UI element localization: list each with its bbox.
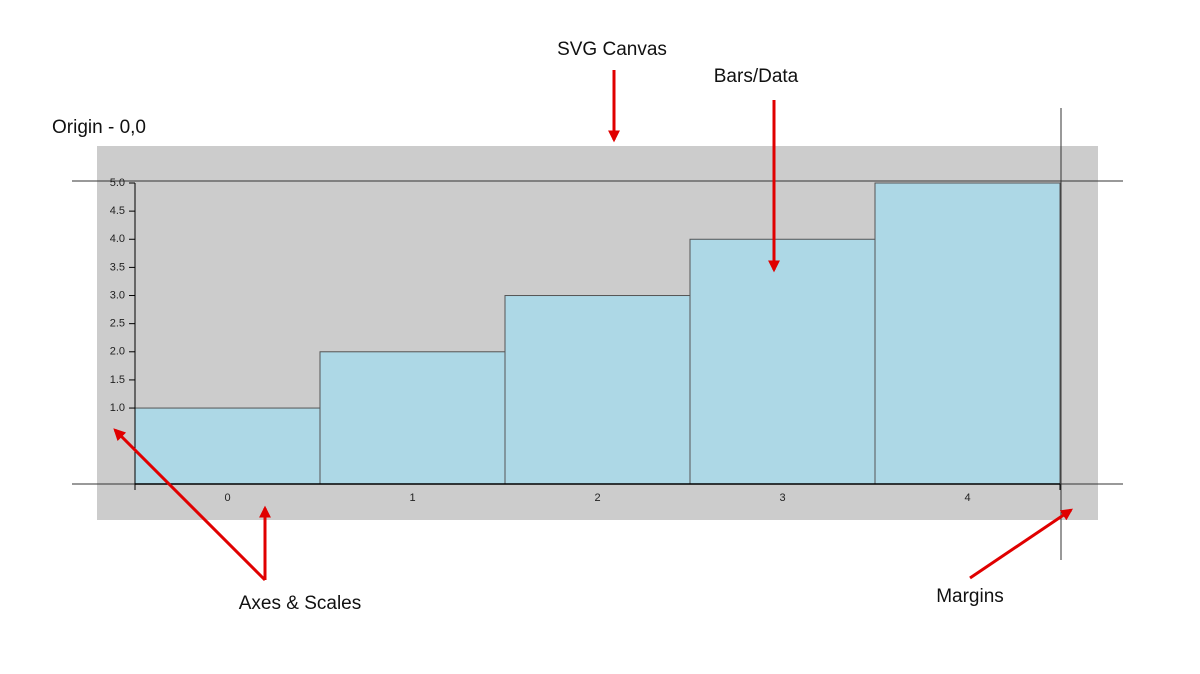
- arrow: [969, 508, 1073, 580]
- annotation: Origin - 0,0: [52, 117, 146, 138]
- y-tick-label: 1.0: [110, 402, 125, 414]
- y-tick-label: 4.5: [110, 205, 125, 217]
- y-tick-label: 2.5: [110, 318, 125, 330]
- y-tick-label: 1.5: [110, 374, 125, 386]
- y-tick-label: 2.0: [110, 346, 125, 358]
- bar: [504, 295, 691, 485]
- arrow: [113, 428, 267, 582]
- plot: [134, 182, 1061, 485]
- x-tick-label: 4: [964, 492, 970, 504]
- y-tick-label: 4.0: [110, 233, 125, 245]
- arrows: [113, 70, 1073, 582]
- x-tick-label: 2: [594, 492, 600, 504]
- bar: [874, 182, 1061, 485]
- annotation: Axes & Scales: [239, 593, 362, 614]
- y-tick-label: 3.0: [110, 289, 125, 301]
- x-tick-label: 0: [224, 492, 230, 504]
- annotation: Bars/Data: [714, 66, 799, 87]
- bar: [134, 407, 321, 485]
- y-tick-label: 5.0: [110, 177, 125, 189]
- x-tick-label: 1: [409, 492, 415, 504]
- annotation: SVG Canvas: [557, 39, 667, 60]
- y-tick-label: 3.5: [110, 261, 125, 273]
- x-tick-label: 3: [779, 492, 785, 504]
- annotation: Margins: [936, 586, 1004, 607]
- bar: [689, 238, 876, 485]
- bar: [319, 351, 506, 485]
